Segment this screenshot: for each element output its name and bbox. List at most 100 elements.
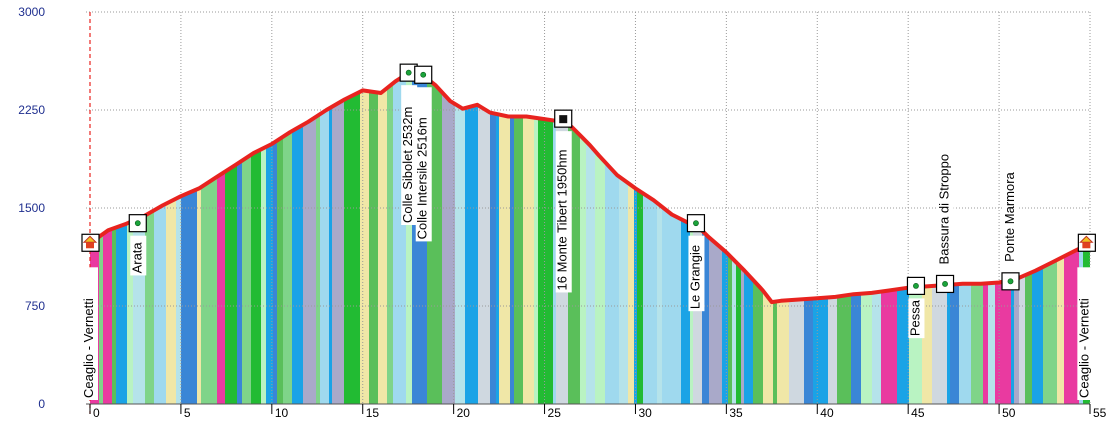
terrain-stripe	[369, 73, 379, 404]
terrain-stripe	[534, 73, 539, 404]
summit-marker-icon	[554, 109, 573, 128]
terrain-stripe	[387, 73, 394, 404]
terrain-stripe	[273, 73, 278, 404]
terrain-stripe	[496, 73, 500, 404]
terrain-stripe	[344, 73, 361, 404]
waypoint-label-bg	[130, 235, 147, 276]
terrain-stripe	[266, 73, 274, 404]
terrain-stripe	[225, 73, 238, 404]
waypoint-label-bg	[415, 87, 432, 242]
x-tick-label: 5	[184, 406, 191, 420]
summit-dot	[559, 115, 568, 124]
terrain-stripe	[595, 73, 606, 404]
waypoint-marker-icon	[906, 276, 926, 295]
terrain-stripe	[637, 73, 644, 404]
terrain-stripe	[378, 73, 388, 404]
terrain-stripe	[490, 73, 497, 404]
terrain-stripe	[499, 73, 511, 404]
terrain-stripe	[628, 73, 635, 404]
profile-line	[88, 71, 1092, 305]
waypoint-dot	[420, 71, 427, 78]
x-tick-label: 55	[1093, 406, 1107, 420]
terrain-stripe	[591, 73, 596, 404]
terrain-stripe	[455, 73, 466, 404]
y-tick-label: 1500	[18, 201, 45, 215]
waypoint-marker-icon	[935, 274, 955, 294]
terrain-stripe	[176, 73, 182, 404]
terrain-stripe	[320, 73, 330, 404]
x-tick-label: 30	[638, 406, 652, 420]
x-tick-label: 0	[93, 406, 100, 420]
terrain-stripe	[777, 73, 790, 404]
terrain-stripe	[166, 73, 177, 404]
y-tick-label: 3000	[18, 5, 45, 19]
waypoint-marker-icon	[686, 214, 706, 233]
home-body	[1082, 242, 1091, 249]
waypoint-dot	[693, 220, 699, 227]
waypoint-dot	[134, 220, 141, 227]
terrain-stripe	[145, 73, 155, 404]
terrain-stripe	[851, 73, 862, 404]
terrain-stripe	[673, 73, 682, 404]
terrain-stripe	[881, 73, 898, 404]
waypoint-label: 16 Monte Tibert 1950hm	[555, 150, 570, 291]
waypoint-marker-icon	[399, 63, 418, 82]
terrain-stripe	[897, 73, 910, 404]
terrain-stripe	[283, 73, 293, 404]
terrain-stripe	[332, 73, 345, 404]
waypoint-dot	[1007, 278, 1014, 285]
terrain-stripe	[292, 73, 304, 404]
terrain-stripe	[465, 73, 473, 404]
terrain-stripe	[277, 73, 284, 404]
x-tick-label: 50	[1002, 406, 1016, 420]
terrain-stripe	[261, 73, 267, 404]
waypoint-label-bg	[688, 235, 705, 312]
waypoint-markers	[81, 63, 1096, 295]
waypoint-label: Ceaglio - Vernetti	[1076, 298, 1091, 398]
terrain-stripe	[478, 73, 491, 404]
waypoint-label: Pessa	[907, 299, 922, 336]
terrain-stripe	[242, 73, 252, 404]
terrain-stripe	[657, 73, 663, 404]
waypoint-marker-icon	[414, 65, 433, 84]
axes: 0 750 1500 2250 3000 0 5 10 15 20 25 30 35 40 45 50 55	[18, 5, 1106, 420]
terrain-stripe	[103, 73, 113, 404]
waypoint-label-bg	[937, 133, 954, 267]
terrain-stripe	[181, 73, 198, 404]
terrain-stripe	[553, 73, 557, 404]
waypoint-label-bg	[401, 85, 418, 226]
waypoint-labels: Ceaglio - Vernetti Arata Colle Sibolet 253…	[81, 85, 1094, 400]
terrain-stripe	[99, 73, 104, 404]
terrain-stripe	[237, 73, 243, 404]
terrain-stripe	[586, 73, 592, 404]
y-tick-label: 2250	[18, 103, 45, 117]
terrain-stripe	[303, 73, 317, 404]
terrain-stripe	[406, 73, 413, 404]
terrain-stripe	[197, 73, 202, 404]
waypoint-dot	[405, 69, 412, 76]
home-body	[86, 242, 94, 249]
grid-lines	[86, 11, 1091, 405]
waypoint-label: Arata	[129, 242, 144, 274]
terrain-stripe	[316, 73, 321, 404]
waypoint-marker-icon	[128, 214, 147, 233]
terrain-stripe	[442, 73, 456, 404]
terrain-stripe	[580, 73, 587, 404]
x-tick-label: 35	[729, 406, 743, 420]
terrain-stripe	[360, 73, 370, 404]
waypoint-dot	[942, 281, 948, 287]
terrain-stripe	[472, 73, 479, 404]
waypoint-label: Ponte Marmora	[1002, 171, 1017, 261]
terrain-stripe	[251, 73, 262, 404]
waypoint-label-bg	[82, 267, 98, 400]
x-tick-label: 10	[275, 406, 289, 420]
waypoint-label-bg	[1003, 166, 1019, 264]
waypoint-label: Colle Intersile 2516m	[415, 117, 430, 239]
waypoint-label: Bassura di Stroppo	[937, 154, 952, 265]
terrain-stripe	[329, 73, 333, 404]
waypoint-label-bg	[1077, 267, 1094, 400]
x-tick-label: 20	[457, 406, 471, 420]
terrain-stripe	[523, 73, 535, 404]
